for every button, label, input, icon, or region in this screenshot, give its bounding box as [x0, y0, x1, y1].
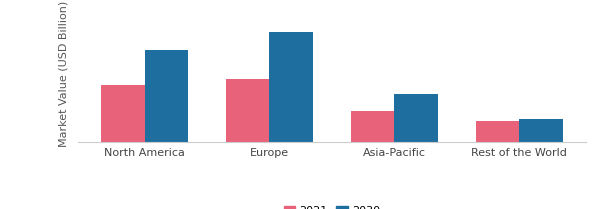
Bar: [475, 121, 519, 142]
Bar: [350, 111, 394, 142]
Y-axis label: Market Value (USD Billion): Market Value (USD Billion): [59, 1, 69, 147]
Bar: [101, 85, 145, 142]
Bar: [519, 119, 563, 142]
Bar: [270, 32, 313, 142]
Legend: 2021, 2030: 2021, 2030: [279, 202, 385, 209]
Bar: [225, 79, 270, 142]
Bar: [394, 94, 438, 142]
Bar: [145, 50, 188, 142]
